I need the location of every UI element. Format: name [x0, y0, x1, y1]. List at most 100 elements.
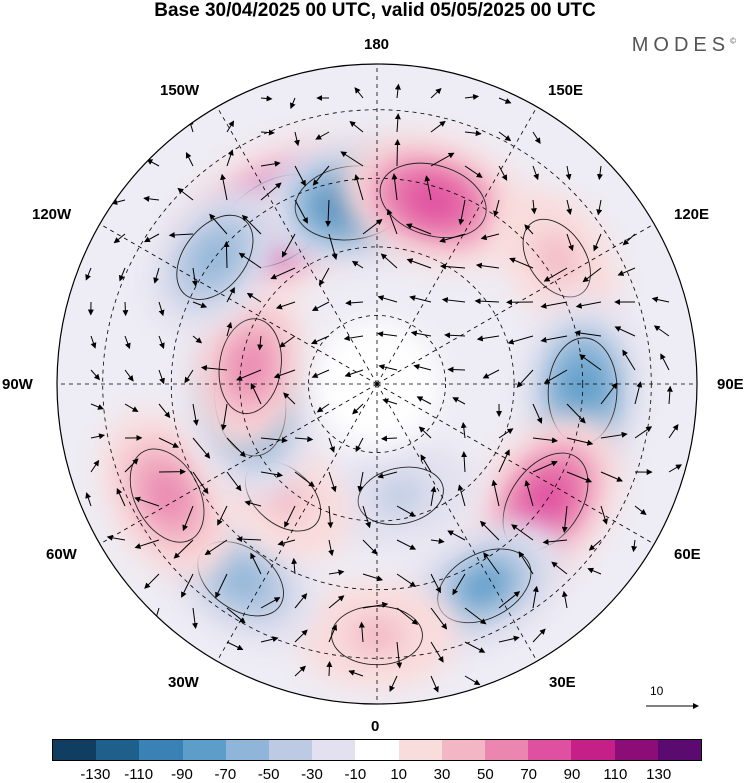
- wind-arrow: [507, 335, 534, 345]
- wind-arrow: [90, 335, 97, 349]
- wind-arrow: [447, 366, 466, 373]
- wind-arrow: [430, 573, 441, 594]
- wind-arrow: [328, 539, 335, 557]
- wind-arrow: [452, 397, 466, 405]
- wind-arrow: [124, 458, 139, 473]
- wind-arrow: [226, 471, 242, 492]
- wind-arrow: [622, 349, 636, 371]
- wind-arrow: [294, 199, 308, 224]
- wind-arrow: [111, 199, 126, 205]
- wind-arrow: [498, 131, 512, 142]
- modes-logo: MODES©: [632, 34, 736, 57]
- lon-label-180: 180: [364, 36, 390, 53]
- wind-arrow: [377, 295, 398, 303]
- wind-arrow: [124, 335, 131, 350]
- wind-arrow: [588, 539, 602, 551]
- colorbar-swatch: [355, 740, 399, 760]
- colorbar-tick-label: -30: [301, 766, 323, 783]
- wind-arrow: [289, 97, 296, 109]
- wind-arrow: [344, 369, 364, 378]
- wind-arrow: [389, 675, 398, 692]
- wind-arrow: [220, 403, 228, 431]
- wind-arrow: [480, 520, 500, 541]
- wind-arrow: [378, 364, 398, 371]
- wind-arrow: [275, 301, 296, 310]
- colorbar-swatch: [182, 740, 226, 760]
- brand-name: MODES: [631, 34, 731, 56]
- wind-arrow: [354, 174, 364, 201]
- wind-arrow: [634, 381, 643, 405]
- wind-arrow: [532, 165, 539, 181]
- wind-arrow: [215, 573, 228, 599]
- wind-arrow: [532, 403, 543, 424]
- colorbar-swatch: [614, 740, 658, 760]
- wind-arrow: [294, 165, 306, 187]
- wind-arrow: [158, 437, 180, 448]
- wind-arrow: [441, 297, 466, 303]
- wind-arrow: [226, 321, 233, 337]
- wind-arrow: [168, 232, 194, 239]
- wind-arrow: [532, 131, 541, 144]
- wind-arrow: [143, 195, 160, 202]
- wind-arrow: [153, 267, 160, 284]
- wind-arrow: [600, 505, 608, 525]
- wind-arrow: [362, 505, 372, 529]
- wind-arrow: [409, 295, 432, 303]
- wind-arrow: [491, 479, 500, 507]
- wind-arrow: [85, 267, 92, 281]
- colorbar-swatch: [312, 740, 356, 760]
- wind-arrow: [483, 552, 500, 575]
- wind-arrow: [192, 471, 209, 495]
- lon-label-30e: 30E: [549, 674, 576, 691]
- wind-arrow: [464, 93, 480, 100]
- wind-arrow: [294, 471, 315, 488]
- wind-arrow: [349, 120, 364, 133]
- wind-arrow: [113, 233, 126, 244]
- wind-arrow: [380, 253, 398, 269]
- colorbar-swatch: [528, 740, 572, 760]
- wind-arrow: [452, 573, 466, 596]
- wind-arrow: [343, 335, 364, 342]
- wind-arrow: [351, 260, 364, 269]
- wind-arrow: [464, 607, 487, 625]
- wind-arrow: [315, 131, 330, 140]
- wind-arrow: [122, 301, 129, 317]
- colorbar-tick-label: -110: [124, 766, 154, 783]
- lon-label-150e: 150E: [548, 82, 584, 99]
- wind-arrow: [362, 219, 383, 235]
- wind-arrow: [119, 267, 126, 282]
- wind-arrow: [284, 505, 296, 528]
- wind-arrow: [498, 591, 521, 609]
- wind-arrow: [430, 675, 439, 693]
- wind-arrow: [352, 403, 364, 415]
- wind-arrow: [354, 87, 364, 99]
- wind-arrow: [217, 505, 228, 526]
- colorbar-tick-label: -90: [171, 766, 193, 783]
- wind-arrow: [464, 675, 481, 686]
- wind-arrow: [90, 369, 101, 381]
- wind-arrow: [516, 369, 534, 388]
- wind-arrow: [294, 436, 314, 443]
- wind-arrow: [358, 621, 365, 643]
- wind-arrow: [294, 629, 308, 643]
- wind-arrow: [464, 641, 486, 653]
- wind-arrow: [328, 569, 345, 576]
- wind-arrow: [532, 628, 546, 643]
- wind-arrow: [250, 552, 262, 575]
- wind-arrow: [396, 607, 419, 625]
- wind-arrow: [181, 573, 194, 598]
- wind-arrow: [355, 437, 364, 453]
- wind-arrow: [345, 299, 364, 306]
- wind-arrow: [293, 131, 300, 147]
- wind-arrow: [396, 539, 417, 550]
- wind-arrow: [106, 534, 126, 541]
- colorbar-swatch: [269, 740, 313, 760]
- wind-arrow: [362, 539, 378, 555]
- wind-arrow: [582, 267, 602, 283]
- wind-arrow: [540, 335, 568, 343]
- wind-arrow: [382, 398, 398, 405]
- wind-arrow: [574, 330, 602, 337]
- colorbar-tick-label: -10: [344, 766, 367, 783]
- colorbar: [52, 739, 702, 761]
- wind-arrow: [192, 403, 199, 426]
